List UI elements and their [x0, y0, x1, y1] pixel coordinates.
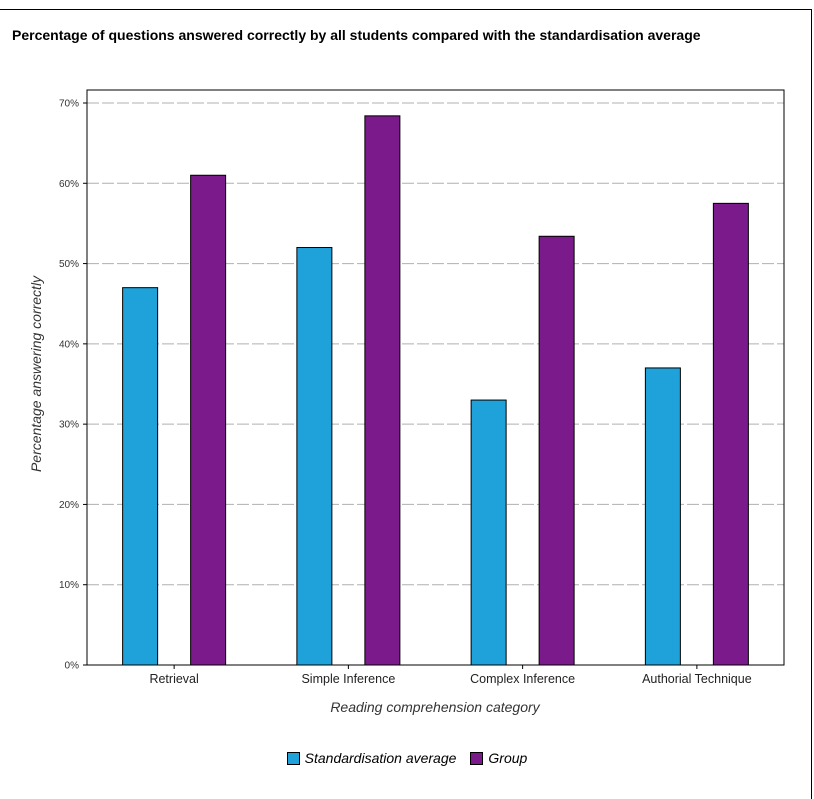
- plot-area-border: [86, 89, 785, 666]
- y-tick-label: 30%: [59, 420, 79, 431]
- bar-group: [364, 115, 401, 666]
- y-tick-label: 70%: [59, 99, 79, 110]
- chart-frame: [0, 9, 812, 799]
- x-axis-ticks: Retrieval Simple Inference Complex Inferen…: [149, 665, 752, 686]
- bar-group: [538, 235, 575, 666]
- bar-standardisation: [296, 247, 333, 666]
- y-tick-label: 10%: [59, 580, 79, 591]
- legend-label-group: Group: [488, 750, 528, 766]
- chart-title: Percentage of questions answered correct…: [12, 27, 701, 43]
- x-tick-label: Retrieval: [149, 672, 198, 686]
- bar-standardisation: [644, 367, 681, 666]
- x-tick-label: Simple Inference: [301, 672, 395, 686]
- bar-standardisation: [122, 287, 159, 666]
- x-tick-label: Complex Inference: [470, 672, 575, 686]
- y-tick-label: 60%: [59, 179, 79, 190]
- legend-item-group: Group: [470, 750, 527, 766]
- bar-group: [712, 202, 749, 666]
- legend-swatch-standardisation: [286, 751, 300, 765]
- x-tick-label: Authorial Technique: [642, 672, 752, 686]
- legend-item-standardisation: Standardisation average: [286, 750, 457, 766]
- bars: [122, 115, 749, 666]
- x-axis-label: Reading comprehension category: [330, 699, 540, 715]
- y-tick-label: 50%: [59, 259, 79, 270]
- y-tick-label: 0%: [65, 661, 80, 672]
- y-tick-label: 20%: [59, 500, 79, 511]
- bar-standardisation: [470, 399, 507, 666]
- bar-group: [190, 174, 227, 666]
- legend: Standardisation average Group: [0, 750, 814, 766]
- legend-label-standardisation: Standardisation average: [304, 750, 457, 766]
- y-axis-label: Percentage answering correctly: [28, 275, 44, 472]
- y-axis-ticks: 0% 10% 20% 30% 40% 50% 60% 70%: [59, 99, 87, 672]
- y-tick-label: 40%: [59, 339, 79, 350]
- legend-swatch-group: [470, 751, 484, 765]
